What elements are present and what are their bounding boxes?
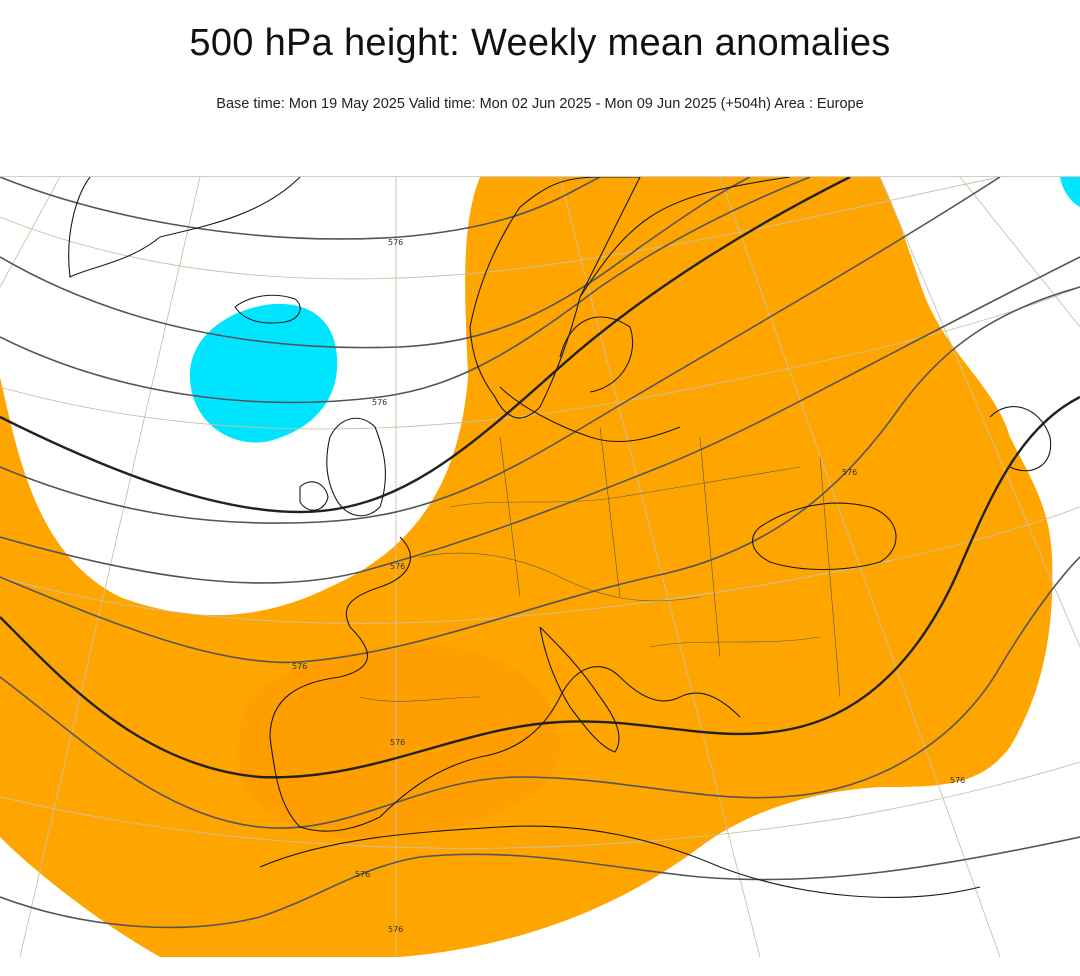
page-subtitle: Base time: Mon 19 May 2025 Valid time: M… xyxy=(216,96,864,112)
positive-anomaly-region xyxy=(0,177,1053,957)
contour-label: 576 xyxy=(372,398,387,407)
contour-label: 576 xyxy=(390,562,405,571)
coastlines xyxy=(68,177,1052,898)
contour-label: 576 xyxy=(390,738,405,747)
contour-label: 576 xyxy=(842,468,857,477)
contour-label: 576 xyxy=(292,662,307,671)
contour-label: 576 xyxy=(950,776,965,785)
map-canvas: 576 576 576 576 576 576 576 576 576 576 xyxy=(0,177,1080,957)
contour-label: 576 xyxy=(388,925,403,934)
contour-label: 576 xyxy=(388,238,403,247)
page-title: 500 hPa height: Weekly mean anomalies xyxy=(189,22,891,64)
height-contours xyxy=(0,177,1080,929)
contour-label: 576 xyxy=(355,870,370,879)
negative-anomaly-region xyxy=(189,177,1080,443)
contour-labels: 576 576 576 576 576 576 576 576 576 576 xyxy=(292,238,965,934)
anomaly-map: 576 576 576 576 576 576 576 576 576 576 xyxy=(0,176,1080,957)
country-borders xyxy=(359,426,841,702)
